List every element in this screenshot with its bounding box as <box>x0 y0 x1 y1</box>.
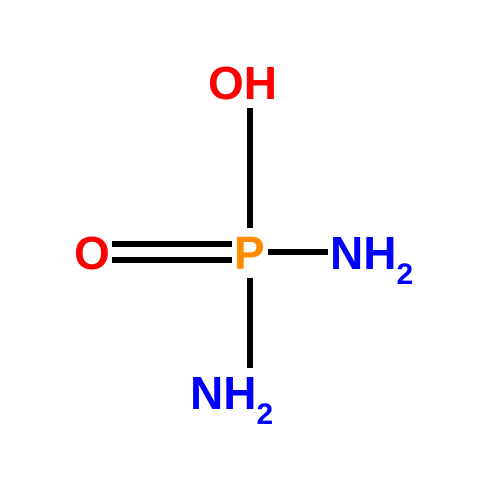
atom-label: OH <box>208 57 277 109</box>
atom-subscript: 2 <box>256 398 273 431</box>
atom-amine-right: NH2 <box>330 230 413 285</box>
molecule-canvas: P OH O NH2 NH2 <box>0 0 500 500</box>
atom-label: O <box>74 227 110 279</box>
bond-p-o-double-1 <box>112 241 232 247</box>
atom-label: NH <box>190 367 256 419</box>
atom-label: NH <box>330 227 396 279</box>
atom-oxygen: O <box>74 230 110 276</box>
atom-label: P <box>234 227 265 279</box>
atom-hydroxyl: OH <box>208 60 277 106</box>
bond-p-oh <box>247 108 253 228</box>
atom-subscript: 2 <box>396 258 413 291</box>
atom-amine-bottom: NH2 <box>190 370 273 425</box>
atom-phosphorus: P <box>234 230 265 276</box>
bond-p-nh2-bottom <box>247 278 253 368</box>
bond-p-o-double-2 <box>112 257 232 263</box>
bond-p-nh2-right <box>268 249 328 255</box>
